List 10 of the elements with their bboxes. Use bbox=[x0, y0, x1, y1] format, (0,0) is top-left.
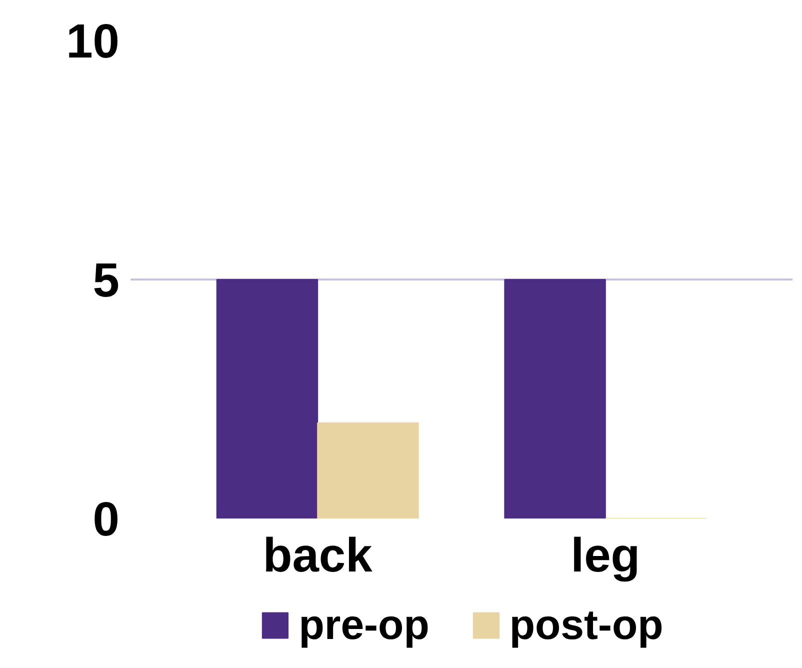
bar bbox=[317, 422, 419, 518]
y-tick-label: 5 bbox=[92, 254, 120, 308]
y-tick-label: 10 bbox=[66, 16, 120, 68]
y-tick-label: 0 bbox=[92, 494, 120, 546]
legend-label: post-op bbox=[509, 601, 664, 649]
bar bbox=[504, 279, 606, 518]
x-tick-label: leg bbox=[570, 530, 640, 582]
legend-label: pre-op bbox=[298, 601, 430, 649]
x-tick-label: back bbox=[262, 530, 373, 582]
bar bbox=[216, 279, 318, 518]
